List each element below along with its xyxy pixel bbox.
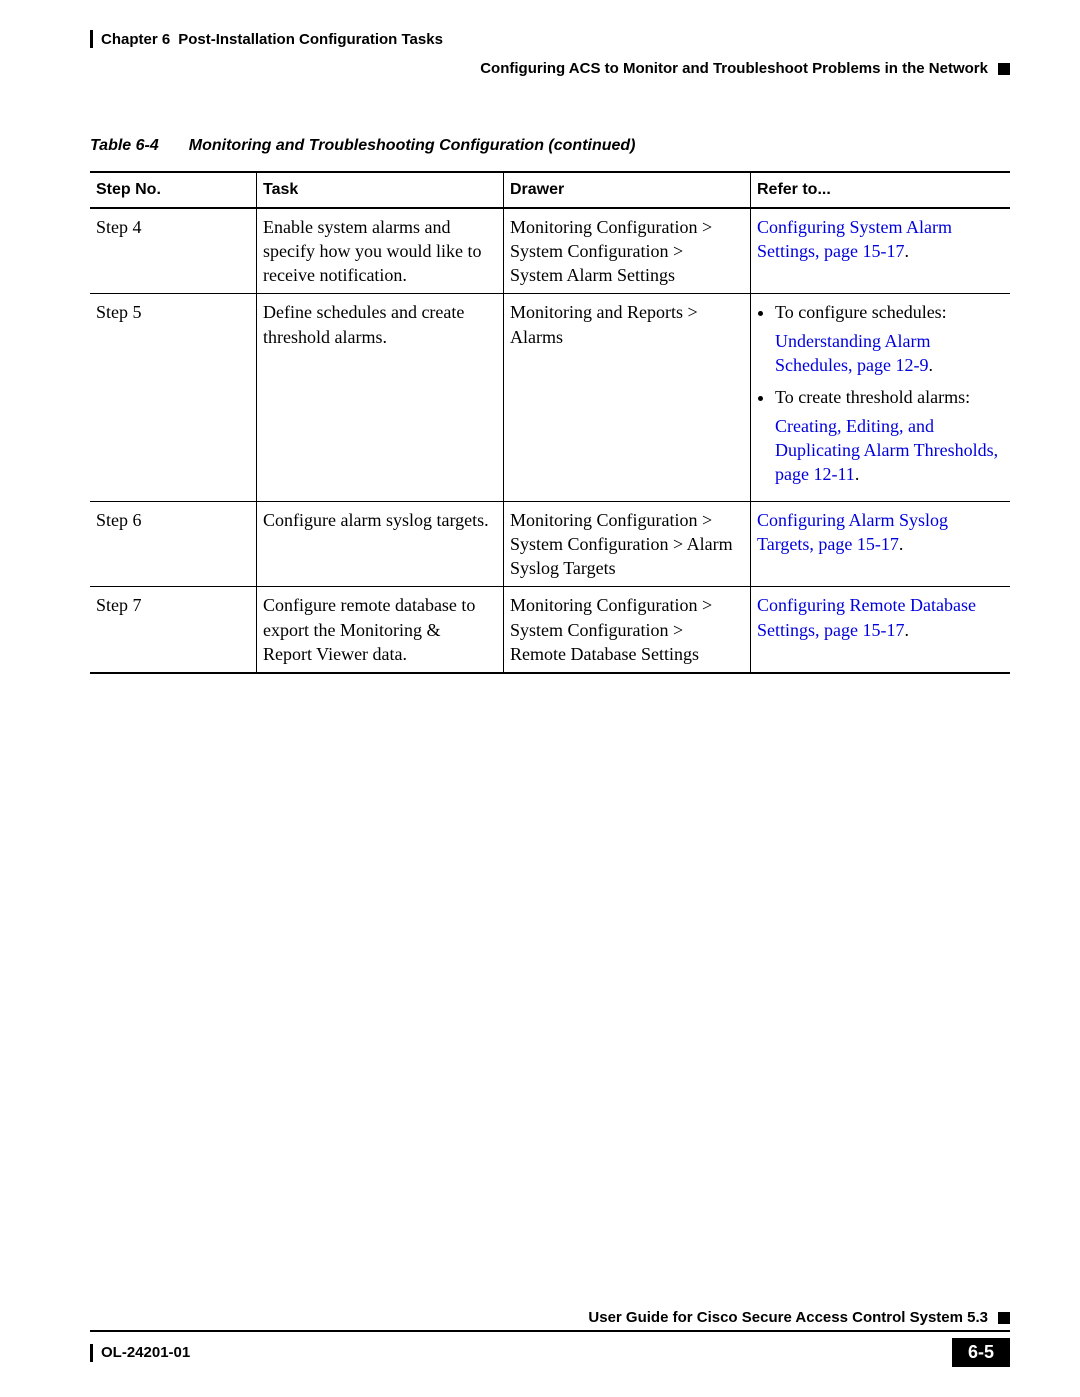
cell-refer: Configuring Alarm Syslog Targets, page 1…	[751, 501, 1011, 587]
cell-step: Step 6	[90, 501, 257, 587]
page: Chapter 6 Post-Installation Configuratio…	[0, 0, 1080, 1397]
bullet-label: To create threshold alarms:	[775, 387, 970, 407]
cell-drawer: Monitoring Configuration > System Config…	[504, 587, 751, 673]
xref-link[interactable]: Configuring Alarm Syslog Targets, page 1…	[757, 510, 948, 554]
bullet-item: To create threshold alarms: Creating, Ed…	[775, 385, 1000, 486]
cell-step: Step 7	[90, 587, 257, 673]
square-icon	[998, 63, 1010, 75]
doc-number: OL-24201-01	[101, 1344, 190, 1361]
col-refer: Refer to...	[751, 172, 1011, 208]
table-row: Step 5 Define schedules and create thres…	[90, 294, 1010, 501]
table-label: Table 6-4	[90, 137, 159, 155]
xref-suffix: .	[904, 241, 909, 261]
table-caption: Table 6-4 Monitoring and Troubleshooting…	[90, 137, 1010, 155]
doc-number-block: OL-24201-01	[90, 1344, 190, 1362]
table-row: Step 4 Enable system alarms and specify …	[90, 208, 1010, 294]
refer-bullets: To configure schedules: Understanding Al…	[757, 300, 1000, 486]
table-header-row: Step No. Task Drawer Refer to...	[90, 172, 1010, 208]
cell-task: Enable system alarms and specify how you…	[257, 208, 504, 294]
cell-drawer: Monitoring Configuration > System Config…	[504, 208, 751, 294]
xref-suffix: .	[899, 534, 904, 554]
guide-title: User Guide for Cisco Secure Access Contr…	[588, 1309, 988, 1326]
table-title: Monitoring and Troubleshooting Configura…	[189, 137, 636, 155]
table-row: Step 7 Configure remote database to expo…	[90, 587, 1010, 673]
running-header-left: Chapter 6 Post-Installation Configuratio…	[90, 30, 1010, 48]
xref-link[interactable]: Creating, Editing, and Duplicating Alarm…	[775, 414, 1000, 487]
xref-suffix: .	[904, 620, 909, 640]
cell-refer: To configure schedules: Understanding Al…	[751, 294, 1011, 501]
page-number: 6-5	[952, 1338, 1010, 1367]
table-row: Step 6 Configure alarm syslog targets. M…	[90, 501, 1010, 587]
cell-task: Define schedules and create threshold al…	[257, 294, 504, 501]
xref-link[interactable]: Understanding Alarm Schedules, page 12-9…	[775, 329, 1000, 378]
footer-title-row: User Guide for Cisco Secure Access Contr…	[90, 1309, 1010, 1326]
xref-link[interactable]: Configuring Remote Database Settings, pa…	[757, 595, 976, 639]
cell-refer: Configuring Remote Database Settings, pa…	[751, 587, 1011, 673]
col-step: Step No.	[90, 172, 257, 208]
cell-step: Step 4	[90, 208, 257, 294]
running-header-right: Configuring ACS to Monitor and Troublesh…	[90, 60, 1010, 77]
cell-step: Step 5	[90, 294, 257, 501]
footer-bottom-row: OL-24201-01 6-5	[90, 1338, 1010, 1367]
cell-task: Configure alarm syslog targets.	[257, 501, 504, 587]
col-drawer: Drawer	[504, 172, 751, 208]
config-table: Step No. Task Drawer Refer to... Step 4 …	[90, 171, 1010, 674]
chapter-label: Chapter 6	[101, 31, 170, 48]
page-footer: User Guide for Cisco Secure Access Contr…	[90, 1309, 1010, 1367]
chapter-title: Post-Installation Configuration Tasks	[178, 31, 443, 48]
section-title: Configuring ACS to Monitor and Troublesh…	[480, 60, 988, 77]
cell-task: Configure remote database to export the …	[257, 587, 504, 673]
square-icon	[998, 1312, 1010, 1324]
footer-rule	[90, 1330, 1010, 1332]
xref-link[interactable]: Configuring System Alarm Settings, page …	[757, 217, 952, 261]
cell-drawer: Monitoring and Reports > Alarms	[504, 294, 751, 501]
header-bar-icon	[90, 30, 93, 48]
cell-drawer: Monitoring Configuration > System Config…	[504, 501, 751, 587]
bullet-label: To configure schedules:	[775, 302, 947, 322]
col-task: Task	[257, 172, 504, 208]
footer-bar-icon	[90, 1344, 93, 1362]
cell-refer: Configuring System Alarm Settings, page …	[751, 208, 1011, 294]
bullet-item: To configure schedules: Understanding Al…	[775, 300, 1000, 377]
